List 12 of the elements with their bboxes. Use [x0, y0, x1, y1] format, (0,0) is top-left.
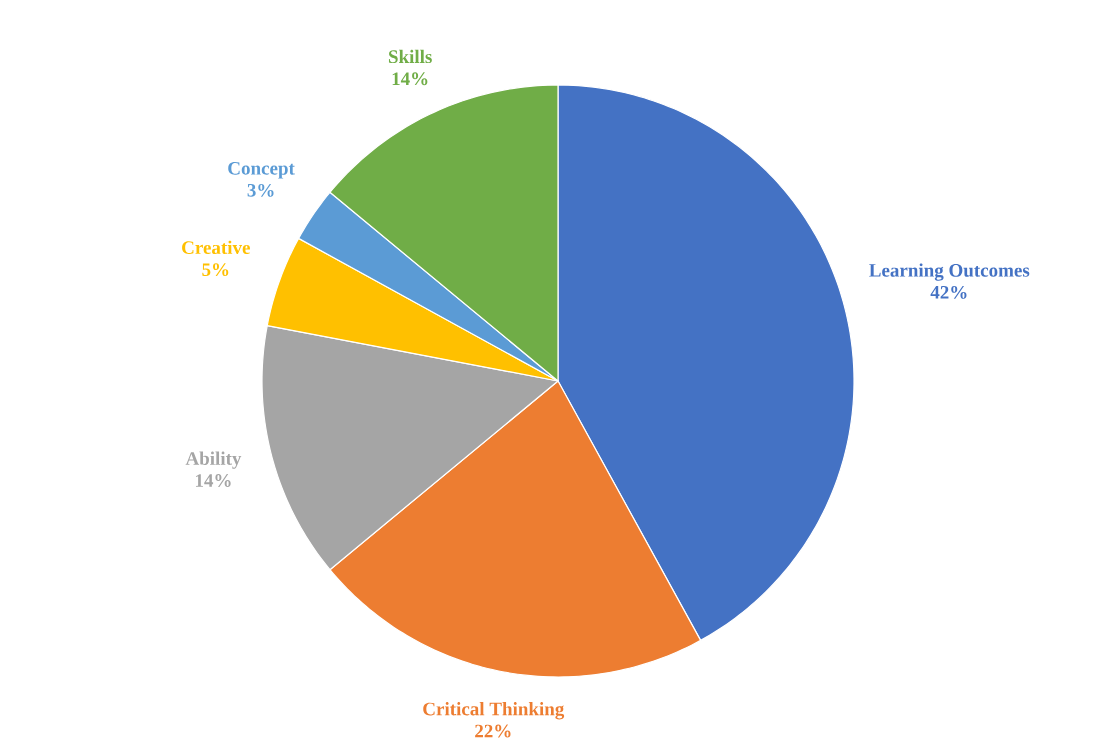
data-label: 14% [392, 72, 428, 86]
data-label: 42% [930, 285, 967, 299]
slice-label: Ability [185, 451, 242, 469]
slice-label: Creative [182, 240, 250, 255]
slice-label: Concept [228, 161, 295, 179]
data-label: 5% [202, 263, 229, 277]
slice-label: Critical Thinking [423, 702, 565, 720]
data-label: 14% [195, 474, 231, 487]
data-label: 3% [247, 183, 274, 197]
slice-label: Skills [388, 49, 432, 64]
slice-label: Learning Outcomes [869, 263, 1030, 281]
data-label: 22% [475, 724, 511, 738]
